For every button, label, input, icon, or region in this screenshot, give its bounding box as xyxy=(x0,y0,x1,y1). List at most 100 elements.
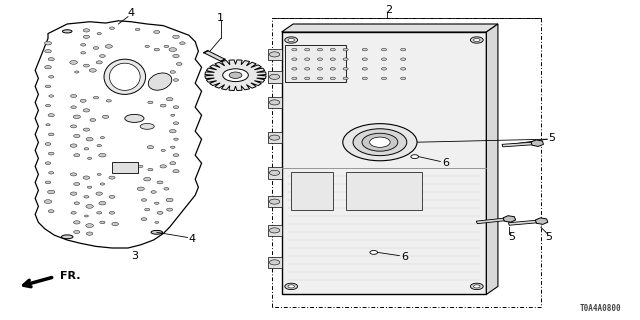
Circle shape xyxy=(84,215,88,217)
Circle shape xyxy=(83,64,90,67)
Circle shape xyxy=(100,221,105,224)
Circle shape xyxy=(362,68,367,70)
Circle shape xyxy=(173,154,179,157)
Bar xyxy=(268,97,282,108)
Circle shape xyxy=(147,146,154,149)
Circle shape xyxy=(362,58,367,60)
Circle shape xyxy=(171,114,175,116)
Circle shape xyxy=(45,85,51,88)
Circle shape xyxy=(90,118,96,122)
Circle shape xyxy=(370,137,390,147)
Circle shape xyxy=(285,283,298,290)
Circle shape xyxy=(45,104,51,107)
Bar xyxy=(285,45,346,82)
Circle shape xyxy=(370,251,378,254)
Circle shape xyxy=(229,72,242,78)
Circle shape xyxy=(166,98,173,101)
Circle shape xyxy=(80,99,86,102)
Circle shape xyxy=(343,58,348,60)
Circle shape xyxy=(269,228,280,233)
Bar xyxy=(268,71,282,83)
Text: 5: 5 xyxy=(509,232,515,242)
Bar xyxy=(268,49,282,60)
Ellipse shape xyxy=(140,124,154,129)
Circle shape xyxy=(317,77,323,80)
Circle shape xyxy=(173,54,179,58)
Ellipse shape xyxy=(125,114,144,122)
Circle shape xyxy=(173,106,179,108)
Circle shape xyxy=(474,38,480,42)
Ellipse shape xyxy=(151,230,163,234)
Circle shape xyxy=(135,28,140,31)
Circle shape xyxy=(362,77,367,80)
Circle shape xyxy=(97,212,102,214)
Circle shape xyxy=(381,68,387,70)
Text: T0A4A0800: T0A4A0800 xyxy=(579,304,621,313)
Circle shape xyxy=(285,37,298,43)
Circle shape xyxy=(160,104,166,107)
Circle shape xyxy=(305,68,310,70)
Circle shape xyxy=(353,129,407,156)
Bar xyxy=(268,167,282,179)
Circle shape xyxy=(84,196,89,198)
Circle shape xyxy=(109,27,115,29)
Circle shape xyxy=(74,154,80,157)
Bar xyxy=(268,257,282,268)
Circle shape xyxy=(401,68,406,70)
Circle shape xyxy=(269,199,280,204)
Circle shape xyxy=(49,152,54,155)
Text: 2: 2 xyxy=(385,4,393,15)
Circle shape xyxy=(288,38,294,42)
Circle shape xyxy=(154,202,159,204)
Circle shape xyxy=(317,58,323,60)
Circle shape xyxy=(170,146,175,148)
Circle shape xyxy=(470,283,483,290)
Circle shape xyxy=(411,155,419,158)
Circle shape xyxy=(83,29,90,32)
Circle shape xyxy=(70,144,77,147)
Circle shape xyxy=(99,201,106,205)
Circle shape xyxy=(71,106,76,108)
Circle shape xyxy=(148,101,153,104)
Circle shape xyxy=(139,165,143,167)
Text: 1: 1 xyxy=(218,12,224,23)
Circle shape xyxy=(71,212,76,214)
Circle shape xyxy=(343,124,417,161)
Circle shape xyxy=(45,50,51,53)
Circle shape xyxy=(45,162,51,164)
Text: 4: 4 xyxy=(127,8,135,18)
Text: 6: 6 xyxy=(442,158,449,168)
Circle shape xyxy=(70,192,77,195)
Text: 6: 6 xyxy=(401,252,408,262)
Circle shape xyxy=(45,66,51,69)
Circle shape xyxy=(166,208,173,211)
Circle shape xyxy=(173,122,179,124)
Polygon shape xyxy=(205,60,266,91)
Circle shape xyxy=(343,48,348,51)
Circle shape xyxy=(97,33,101,35)
Circle shape xyxy=(109,176,115,179)
Circle shape xyxy=(145,45,149,47)
Circle shape xyxy=(173,138,179,140)
Circle shape xyxy=(112,222,118,226)
Circle shape xyxy=(44,200,52,204)
Circle shape xyxy=(164,188,169,190)
Polygon shape xyxy=(204,51,225,61)
Circle shape xyxy=(81,52,86,54)
Ellipse shape xyxy=(148,73,172,90)
Circle shape xyxy=(73,115,81,119)
Circle shape xyxy=(151,191,156,193)
Circle shape xyxy=(362,48,367,51)
Circle shape xyxy=(74,202,79,204)
Circle shape xyxy=(155,221,159,223)
Circle shape xyxy=(49,76,54,78)
Bar xyxy=(282,32,486,294)
Circle shape xyxy=(223,69,248,82)
Circle shape xyxy=(330,77,335,80)
Circle shape xyxy=(74,134,80,138)
Circle shape xyxy=(48,114,54,117)
Circle shape xyxy=(166,198,173,202)
Ellipse shape xyxy=(104,59,146,94)
Circle shape xyxy=(401,48,406,51)
Circle shape xyxy=(86,137,93,141)
